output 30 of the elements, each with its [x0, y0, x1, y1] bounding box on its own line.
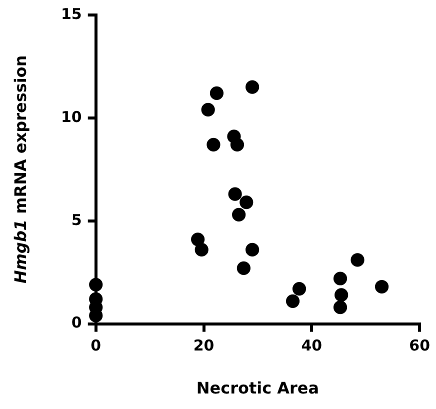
- point: [246, 242, 260, 256]
- point: [333, 272, 348, 286]
- point: [210, 86, 224, 100]
- y-tick-label: 15: [61, 4, 82, 23]
- x-tick-label: 40: [301, 336, 322, 355]
- y-tick-label: 10: [61, 108, 82, 126]
- point: [375, 280, 389, 294]
- y-tick-label: 5: [71, 210, 82, 229]
- point: [230, 138, 244, 152]
- point: [246, 80, 260, 94]
- point: [333, 300, 348, 314]
- x-tick-label: 20: [193, 336, 214, 355]
- point: [350, 253, 364, 267]
- point: [201, 102, 215, 116]
- x-tick-label: 60: [409, 336, 430, 355]
- point: [191, 232, 205, 246]
- point: [228, 187, 242, 201]
- y-tick-label: 0: [71, 314, 82, 332]
- point: [286, 294, 300, 308]
- x-tick-label: 0: [90, 336, 102, 355]
- point: [236, 261, 250, 276]
- x-axis-title: Necrotic Area: [196, 378, 320, 398]
- point: [89, 278, 103, 292]
- point: [206, 138, 220, 152]
- y-axis-title: Hmgb1 mRNA expression: [11, 55, 30, 284]
- point: [194, 242, 208, 256]
- point: [292, 282, 306, 296]
- point: [240, 196, 254, 210]
- point: [232, 208, 246, 222]
- point: [334, 288, 348, 302]
